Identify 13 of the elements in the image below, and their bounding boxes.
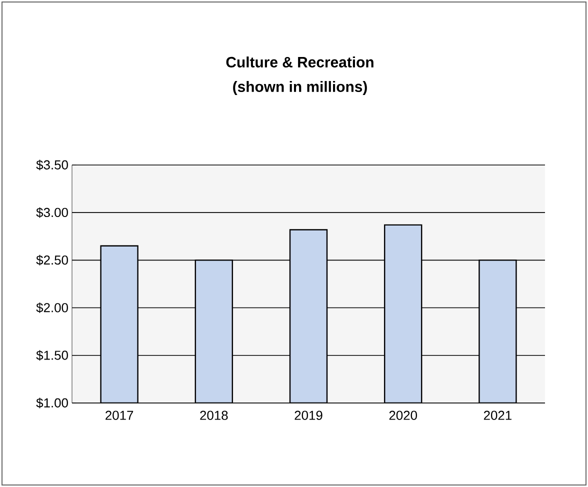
y-tick-label: $1.00 (36, 398, 68, 408)
x-tick-label: 2021 (484, 410, 512, 420)
y-tick-label: $2.00 (36, 302, 68, 314)
y-tick-label: $2.50 (36, 254, 68, 266)
y-tick-label: $3.50 (36, 160, 68, 170)
y-tick-label: $3.00 (36, 207, 68, 218)
y-tick-label: $1.50 (36, 350, 68, 361)
x-tick-label: 2019 (294, 410, 322, 420)
chart-subtitle: (shown in millions) (233, 81, 367, 95)
x-tick-label: 2020 (389, 410, 418, 420)
x-tick-label: 2017 (106, 410, 134, 420)
x-tick-label: 2018 (200, 410, 228, 420)
chart-title: Culture & Recreation (226, 56, 374, 68)
